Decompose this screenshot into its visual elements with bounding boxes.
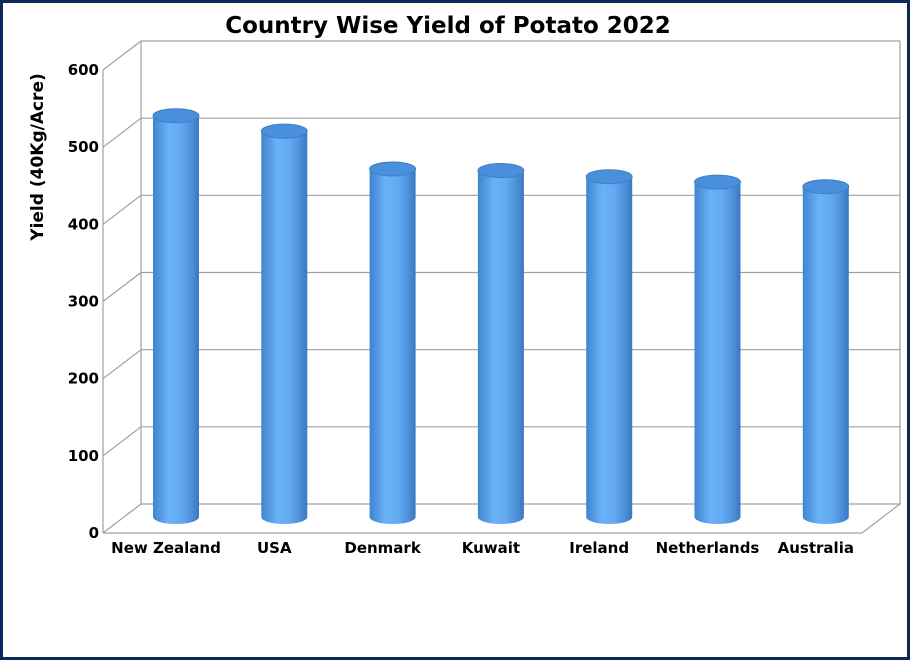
- bar-top: [585, 169, 633, 185]
- bar-body: [261, 131, 308, 524]
- y-tick-label: 500: [68, 138, 99, 156]
- bar-body: [694, 182, 741, 524]
- chart-title: Country Wise Yield of Potato 2022: [225, 13, 671, 39]
- side-gridline: [102, 117, 142, 148]
- bar: [260, 123, 308, 524]
- bar-top: [152, 108, 200, 124]
- y-tick-label: 0: [89, 524, 99, 542]
- x-tick-label: USA: [257, 539, 292, 557]
- bar: [152, 108, 200, 524]
- x-tick-label: Denmark: [344, 539, 421, 557]
- side-gridline: [102, 349, 142, 380]
- bar-top: [369, 161, 417, 177]
- x-tick-label: Netherlands: [656, 539, 760, 557]
- y-tick-label: 200: [68, 370, 99, 388]
- bar-body: [802, 186, 849, 524]
- bar-body: [369, 168, 416, 524]
- side-gridline: [102, 40, 142, 71]
- bar: [802, 179, 850, 524]
- y-tick-label: 400: [68, 215, 99, 233]
- x-tick-label: Kuwait: [462, 539, 520, 557]
- y-axis-label: Yield (40Kg/Acre): [28, 73, 48, 241]
- side-gridline: [102, 503, 142, 534]
- bar-body: [586, 176, 633, 524]
- bar: [694, 174, 741, 524]
- floor-right-edge: [861, 503, 901, 534]
- bar: [369, 161, 417, 524]
- bar-top: [260, 123, 308, 139]
- bar-body: [153, 115, 199, 524]
- side-gridline: [102, 194, 142, 225]
- bar-top: [477, 163, 525, 179]
- bar-top: [802, 179, 850, 195]
- x-tick-label: Australia: [778, 539, 854, 557]
- x-tick-label: New Zealand: [111, 539, 221, 557]
- x-tick-label: Ireland: [569, 539, 629, 557]
- bar-top: [694, 174, 741, 190]
- y-tick-label: 600: [68, 61, 99, 79]
- bar: [585, 169, 633, 524]
- side-gridline: [102, 426, 142, 457]
- side-gridline: [102, 272, 142, 302]
- y-tick-label: 100: [68, 447, 99, 465]
- y-tick-label: 300: [68, 293, 99, 311]
- bar: [477, 163, 525, 524]
- bar-body: [477, 170, 524, 524]
